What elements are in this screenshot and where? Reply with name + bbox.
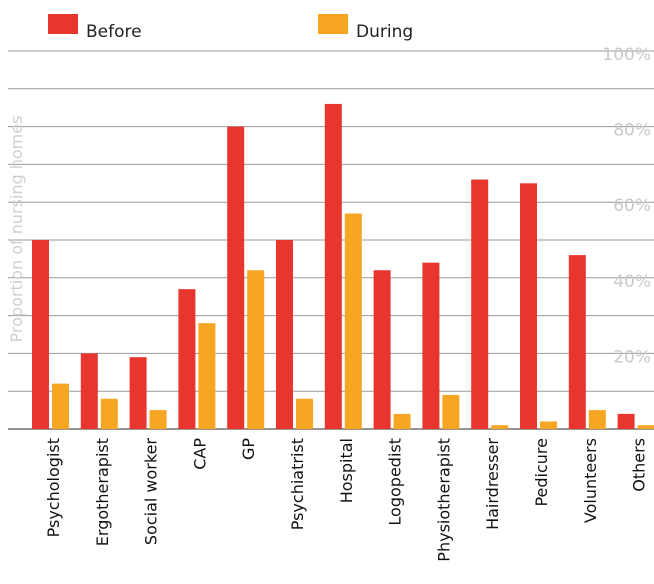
x-tick-label: Volunteers — [581, 438, 600, 523]
bar-before — [568, 255, 586, 429]
bar-during — [296, 398, 313, 429]
bar-during — [149, 410, 167, 429]
y-tick-label: 60% — [613, 196, 651, 216]
bar-during — [491, 425, 509, 429]
x-tick-label: Social worker — [142, 438, 161, 546]
legend-label-during: During — [356, 22, 414, 42]
bar-during — [393, 413, 411, 429]
bar-before — [373, 270, 391, 429]
x-tick-label: Others — [630, 438, 649, 492]
bar-during — [588, 410, 606, 429]
bar-before — [178, 289, 196, 429]
bar-during — [637, 425, 654, 429]
legend-label-before: Before — [86, 22, 142, 42]
x-tick-label: Ergotherapist — [93, 438, 112, 546]
bar-during — [344, 213, 362, 429]
x-tick-label: Pedicure — [532, 438, 551, 507]
bar-before — [276, 240, 293, 429]
x-tick-label: Hairdresser — [483, 438, 502, 530]
y-tick-label: 20% — [613, 347, 651, 367]
y-tick-label: 80% — [613, 121, 651, 141]
bar-before — [324, 103, 342, 430]
bar-during — [247, 270, 265, 429]
x-tick-label: Physiotherapist — [434, 438, 453, 562]
x-tick-label: CAP — [190, 438, 209, 470]
legend-swatch-before — [48, 14, 78, 34]
x-tick-label: Hospital — [337, 438, 356, 503]
y-tick-label: 100% — [602, 45, 651, 65]
y-tick-label: 40% — [613, 272, 651, 292]
bar-before — [129, 357, 147, 429]
bar-during — [52, 383, 69, 429]
legend-swatch-during — [318, 14, 348, 34]
bar-before — [80, 353, 98, 429]
bar-before — [617, 413, 635, 429]
x-tick-label: Psychiatrist — [288, 438, 307, 530]
y-axis-label: Proportion of nursing homes — [7, 116, 26, 343]
x-tick-label: Psychologist — [44, 438, 63, 537]
bar-during — [442, 394, 460, 429]
bar-during — [198, 323, 216, 429]
bar-before — [422, 262, 440, 429]
bar-before — [471, 179, 489, 429]
bar-during — [100, 398, 118, 429]
x-tick-label: Logopedist — [386, 438, 405, 526]
bar-during — [540, 421, 557, 429]
x-tick-label: GP — [239, 438, 258, 460]
bar-before — [227, 126, 245, 429]
bar-before — [520, 183, 537, 429]
bar-before — [32, 240, 49, 429]
